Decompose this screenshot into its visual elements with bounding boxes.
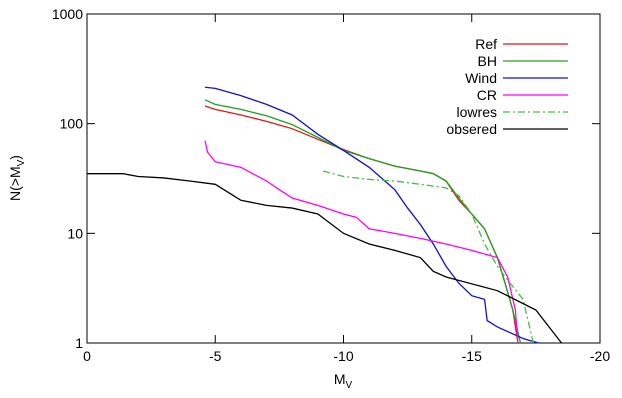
y-tick-label: 100	[60, 116, 84, 132]
x-axis-label: MV	[334, 371, 353, 391]
series-line	[204, 140, 519, 344]
series-line	[322, 170, 534, 344]
y-tick-label: 1	[75, 335, 83, 351]
series-line	[204, 86, 539, 344]
legend-label: CR	[477, 87, 497, 103]
series-line	[204, 105, 519, 344]
legend-label: lowres	[457, 104, 497, 120]
y-label-sub: V	[16, 159, 27, 166]
y-label-end: )	[7, 155, 23, 160]
legend-label: Ref	[475, 36, 497, 52]
x-tick-label: -20	[590, 348, 610, 364]
y-tick-label: 10	[67, 225, 83, 241]
x-tick-label: -15	[462, 348, 482, 364]
y-axis-label: N(>MV)	[7, 155, 27, 201]
legend-label: Wind	[465, 70, 497, 86]
x-tick-label: -10	[333, 348, 353, 364]
x-label-sub: V	[346, 380, 353, 391]
x-tick-label: -5	[209, 348, 222, 364]
y-label-main: N(>M	[7, 166, 23, 201]
x-label-main: M	[334, 371, 346, 387]
legend-label: obsered	[446, 121, 497, 137]
series-line	[87, 173, 563, 344]
legend-label: BH	[478, 53, 497, 69]
x-tick-label: 0	[83, 348, 91, 364]
y-tick-label: 1000	[52, 6, 83, 22]
